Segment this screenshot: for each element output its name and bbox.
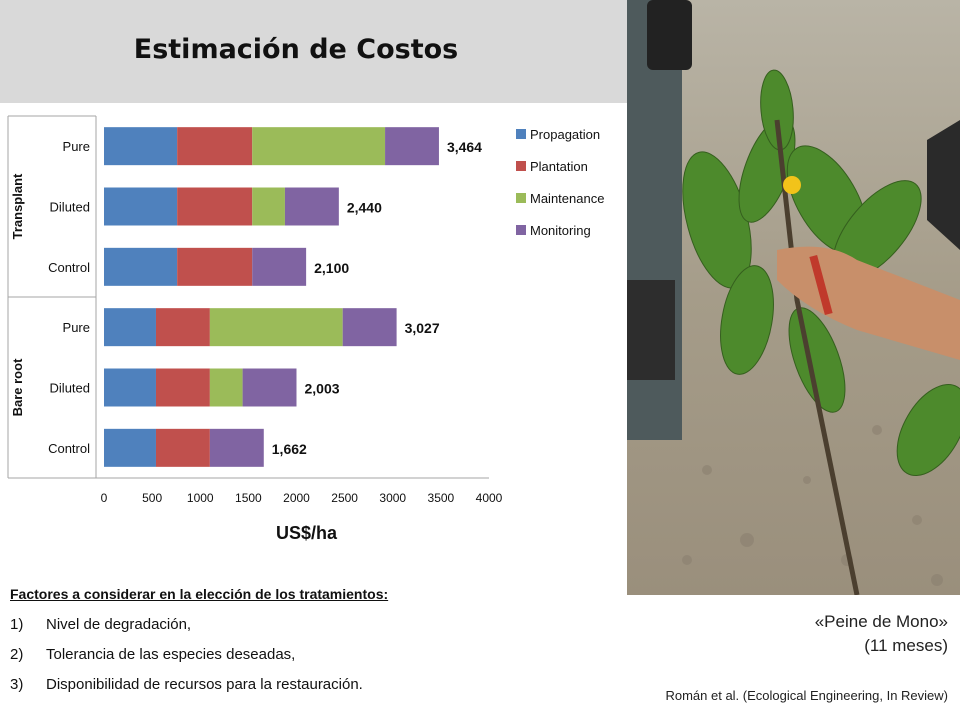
factors-list: 1) Nivel de degradación, 2) Tolerancia de … [10, 616, 610, 696]
list-item-text: Nivel de degradación, [46, 616, 192, 633]
x-axis-label: US$/ha [276, 523, 338, 543]
title-band [0, 0, 627, 103]
bar-segment [104, 368, 156, 407]
list-item: 2) Tolerancia de las especies deseadas, [10, 646, 610, 666]
x-tick-label: 3500 [428, 491, 455, 505]
legend-swatch [516, 161, 526, 171]
bar-segment [209, 308, 343, 347]
bar-segment [104, 187, 178, 226]
x-tick-label: 1000 [187, 491, 214, 505]
list-item: 3) Disponibilidad de recursos para la res… [10, 676, 610, 696]
page-title: Estimación de Costos [133, 34, 459, 65]
total-label: 1,662 [272, 441, 307, 457]
cost-chart: 3,464 2,440 2,100 3,027 2,003 1,662 Pure Dilute… [7, 115, 604, 543]
group-label: Transplant [10, 173, 25, 239]
bar-segment [342, 308, 397, 347]
bar-segment [284, 187, 339, 226]
reference-citation: Román et al. (Ecological Engineering, In… [665, 688, 948, 703]
bar-segment [177, 247, 253, 286]
legend-label: Plantation [530, 159, 588, 174]
list-item-number: 1) [10, 616, 24, 633]
category-tick-label: Control [48, 260, 90, 275]
bar-segment [104, 247, 178, 286]
legend-label: Maintenance [530, 191, 604, 206]
bar-segment [209, 368, 243, 407]
bar-segment [177, 187, 253, 226]
group-label: Bare root [10, 358, 25, 416]
factors-heading-colon: : [383, 586, 389, 602]
legend-label: Propagation [530, 127, 600, 142]
category-tick-label: Diluted [50, 381, 90, 396]
total-label: 3,027 [405, 320, 440, 336]
bar-segment [209, 428, 264, 467]
legend-label: Monitoring [530, 223, 591, 238]
x-tick-label: 4000 [476, 491, 503, 505]
caption-line-1: «Peine de Mono» [814, 612, 948, 631]
factors-heading-text: Factores a considerar en la elección de … [10, 586, 384, 602]
list-item-text: Disponibilidad de recursos para la resta… [46, 676, 363, 693]
bar-segment [155, 428, 210, 467]
legend-swatch [516, 129, 526, 139]
list-item-number: 2) [10, 646, 24, 663]
x-tick-label: 0 [101, 491, 108, 505]
total-label: 2,003 [305, 381, 340, 397]
bar-segment [252, 247, 307, 286]
category-tick-label: Pure [63, 320, 90, 335]
photo-caption: «Peine de Mono» (11 meses) [815, 610, 948, 658]
total-label: 2,100 [314, 260, 349, 276]
category-tick-label: Diluted [50, 200, 90, 215]
legend-swatch [516, 225, 526, 235]
bar-segment [155, 368, 210, 407]
factors-section: Factores a considerar en la elección de … [10, 586, 610, 706]
bar-segment [252, 127, 386, 166]
x-tick-label: 3000 [379, 491, 406, 505]
total-label: 3,464 [447, 139, 482, 155]
caption-line-2: (11 meses) [864, 636, 948, 655]
x-tick-label: 500 [142, 491, 162, 505]
bar-segment [252, 187, 285, 226]
list-item: 1) Nivel de degradación, [10, 616, 610, 636]
bar-segment [242, 368, 297, 407]
x-tick-label: 2500 [331, 491, 358, 505]
category-tick-label: Control [48, 441, 90, 456]
bar-segment [104, 308, 156, 347]
list-item-number: 3) [10, 676, 24, 693]
bar-segment [177, 127, 253, 166]
bar-segment [104, 127, 178, 166]
x-tick-label: 1500 [235, 491, 262, 505]
total-label: 2,440 [347, 200, 382, 216]
factors-heading: Factores a considerar en la elección de … [10, 586, 610, 602]
legend-swatch [516, 193, 526, 203]
list-item-text: Tolerancia de las especies deseadas, [46, 646, 296, 663]
bar-segment [104, 428, 156, 467]
category-tick-label: Pure [63, 139, 90, 154]
plant-photo [627, 0, 960, 595]
bar-segment [385, 127, 439, 166]
bar-segment [155, 308, 210, 347]
x-tick-label: 2000 [283, 491, 310, 505]
